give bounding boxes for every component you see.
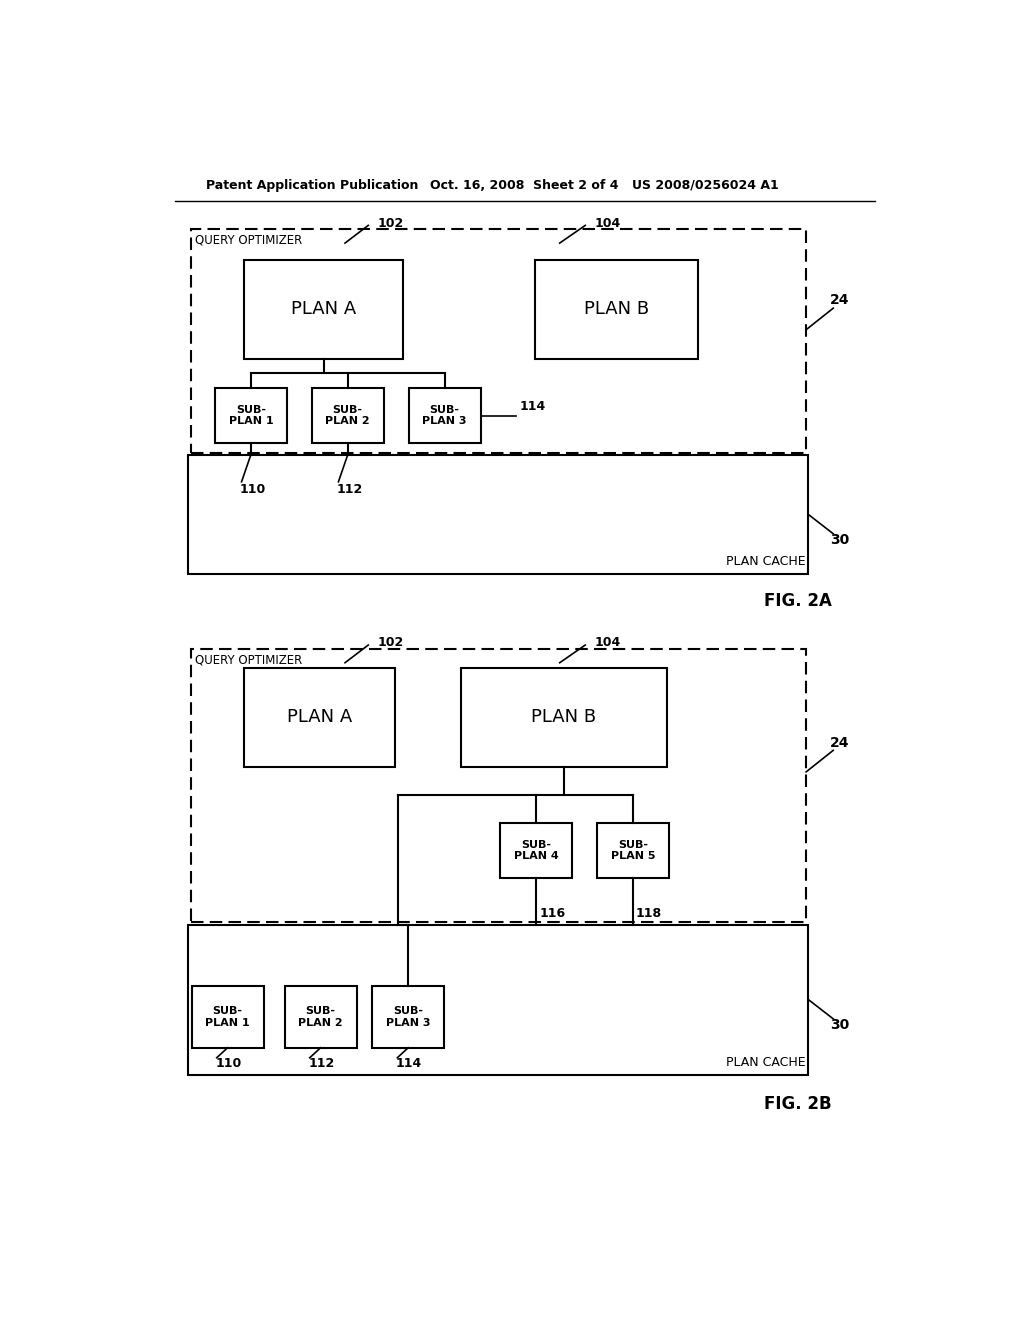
Text: 114: 114	[395, 1057, 422, 1071]
Text: FIG. 2A: FIG. 2A	[764, 593, 831, 610]
Text: 104: 104	[595, 636, 621, 649]
Text: SUB-
PLAN 4: SUB- PLAN 4	[514, 840, 558, 862]
Text: 114: 114	[519, 400, 546, 413]
Bar	[191, 986, 263, 1048]
Text: SUB-
PLAN 2: SUB- PLAN 2	[326, 405, 370, 426]
Text: 110: 110	[240, 483, 266, 496]
Text: Patent Application Publication: Patent Application Publication	[206, 178, 418, 191]
Bar	[190, 649, 806, 923]
Text: SUB-
PLAN 1: SUB- PLAN 1	[205, 1006, 250, 1028]
Text: 24: 24	[829, 293, 849, 308]
Bar	[215, 388, 287, 444]
Bar	[245, 668, 395, 767]
Text: PLAN B: PLAN B	[584, 301, 649, 318]
Text: Oct. 16, 2008  Sheet 2 of 4: Oct. 16, 2008 Sheet 2 of 4	[430, 178, 618, 191]
Bar	[535, 260, 697, 359]
Bar	[190, 230, 806, 453]
Bar	[409, 388, 480, 444]
Text: 110: 110	[215, 1057, 242, 1071]
Text: SUB-
PLAN 5: SUB- PLAN 5	[610, 840, 655, 862]
Text: 116: 116	[540, 907, 565, 920]
Bar	[285, 986, 356, 1048]
Text: 30: 30	[829, 533, 849, 546]
Text: PLAN CACHE: PLAN CACHE	[726, 1056, 806, 1069]
Text: SUB-
PLAN 3: SUB- PLAN 3	[386, 1006, 430, 1028]
Text: 30: 30	[829, 1018, 849, 1032]
Text: 112: 112	[337, 483, 364, 496]
Text: US 2008/0256024 A1: US 2008/0256024 A1	[632, 178, 778, 191]
Bar	[245, 260, 403, 359]
Text: PLAN A: PLAN A	[287, 709, 352, 726]
Text: FIG. 2B: FIG. 2B	[764, 1096, 831, 1113]
Text: 102: 102	[378, 636, 403, 649]
Bar	[188, 455, 809, 574]
Text: QUERY OPTIMIZER: QUERY OPTIMIZER	[195, 653, 302, 667]
Bar	[500, 822, 572, 878]
Text: PLAN A: PLAN A	[291, 301, 356, 318]
Bar	[461, 668, 667, 767]
Text: 112: 112	[308, 1057, 335, 1071]
Text: PLAN B: PLAN B	[531, 709, 597, 726]
Text: QUERY OPTIMIZER: QUERY OPTIMIZER	[195, 234, 302, 247]
Bar	[188, 924, 809, 1074]
Text: 24: 24	[829, 735, 849, 750]
Text: SUB-
PLAN 1: SUB- PLAN 1	[228, 405, 273, 426]
Text: 104: 104	[595, 216, 621, 230]
Text: 102: 102	[378, 216, 403, 230]
Bar	[597, 822, 669, 878]
Text: PLAN CACHE: PLAN CACHE	[726, 556, 806, 569]
Text: 118: 118	[636, 907, 663, 920]
Bar	[372, 986, 444, 1048]
Text: SUB-
PLAN 3: SUB- PLAN 3	[422, 405, 467, 426]
Bar	[311, 388, 384, 444]
Text: SUB-
PLAN 2: SUB- PLAN 2	[298, 1006, 343, 1028]
